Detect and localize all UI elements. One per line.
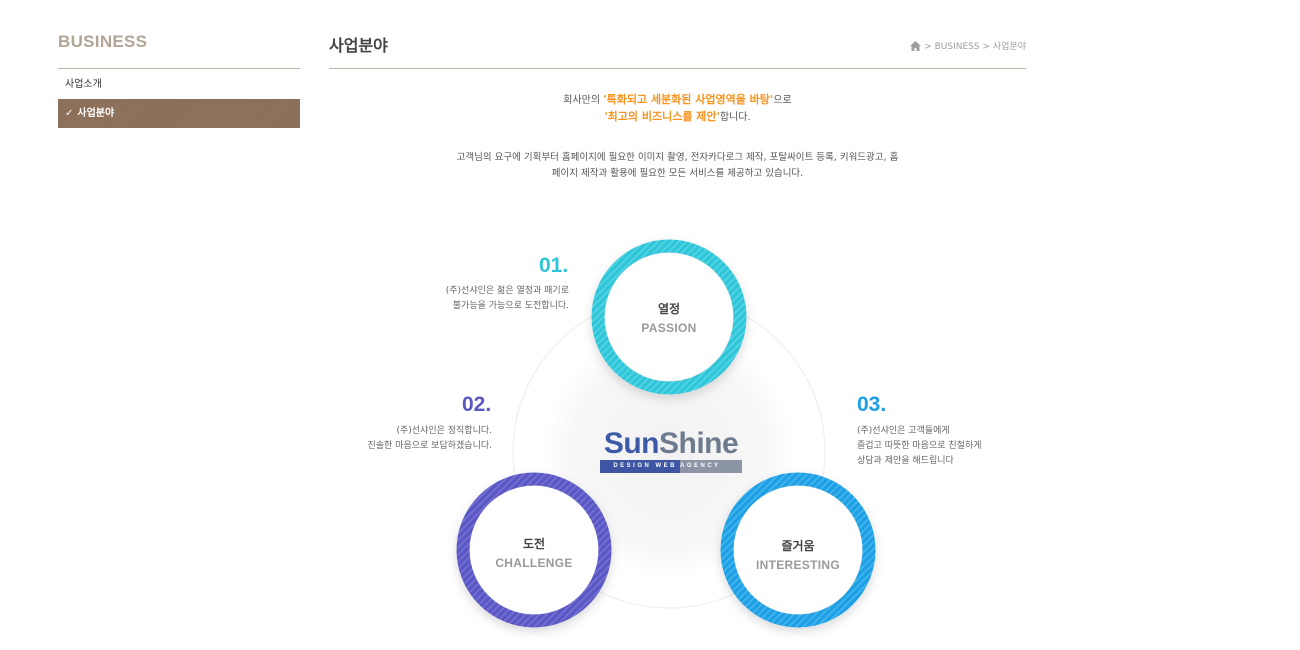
- intro-desc-line1: 고객님의 요구에 기획부터 홈페이지에 필요한 이미지 촬영, 전자카다로그 제…: [456, 152, 899, 163]
- interesting-en: INTERESTING: [756, 558, 840, 572]
- challenge-label: 도전 CHALLENGE: [474, 535, 594, 570]
- logo-tagline: DESIGN WEB AGENCY: [600, 460, 742, 473]
- challenge-ko: 도전: [522, 537, 546, 551]
- logo-sun: Sun: [603, 427, 660, 460]
- home-icon[interactable]: [910, 40, 922, 51]
- passion-desc-line1: (주)선샤인은 젊은 열정과 패기로: [445, 286, 569, 296]
- intro-desc-line2: 페이지 제작과 활용에 필요한 모든 서비스를 제공하고 있습니다.: [551, 168, 804, 179]
- ring-interesting: [720, 472, 876, 628]
- passion-desc-line2: 불가능을 가능으로 도전합니다.: [452, 301, 569, 311]
- number-01: 01.: [539, 254, 569, 277]
- interesting-desc-line2: 즐겁고 따뜻한 마음으로 친절하게: [857, 441, 982, 451]
- breadcrumb-path: > BUSINESS > 사업분야: [924, 42, 1026, 52]
- intro-prefix: 회사만의: [563, 95, 604, 106]
- breadcrumb: > BUSINESS > 사업분야: [910, 39, 1026, 52]
- number-03: 03.: [857, 393, 887, 416]
- challenge-desc-line1: (주)선샤인은 정직합니다.: [396, 426, 492, 436]
- ring-passion: [591, 239, 747, 395]
- number-02: 02.: [462, 393, 492, 416]
- interesting-label: 즐거움 INTERESTING: [738, 537, 858, 572]
- page-header: 사업분야 > BUSINESS > 사업분야: [329, 30, 1026, 69]
- check-icon: ✓: [65, 108, 74, 119]
- sidebar-item-business-intro[interactable]: 사업소개: [58, 70, 300, 99]
- challenge-description: (주)선샤인은 정직합니다. 진솔한 마음으로 보답하겠습니다.: [367, 424, 492, 454]
- sunshine-logo: SunShine DESIGN WEB AGENCY: [600, 428, 742, 473]
- logo-tagline-right: AGENCY: [680, 460, 742, 473]
- intro-suffix: 으로: [773, 95, 792, 106]
- ring-challenge: [456, 472, 612, 628]
- interesting-ko: 즐거움: [781, 539, 815, 553]
- intro-highlight-2: '최고의 비즈니스를 제안': [604, 110, 720, 123]
- intro-description: 고객님의 요구에 기획부터 홈페이지에 필요한 이미지 촬영, 전자카다로그 제…: [329, 150, 1026, 182]
- sidebar-item-business-area[interactable]: ✓ 사업분야: [58, 99, 300, 128]
- interesting-desc-line3: 상담과 제안을 해드립니다: [857, 456, 954, 466]
- logo-tagline-left: DESIGN WEB: [600, 460, 680, 473]
- intro-headline: 회사만의 '특화되고 세분화된 사업영역을 바탕'으로 '최고의 비즈니스를 제…: [329, 92, 1026, 126]
- logo-shine: Shine: [658, 427, 739, 460]
- passion-ko: 열정: [657, 302, 681, 316]
- intro-suffix-2: 합니다.: [719, 112, 751, 123]
- sidebar-item-label: 사업소개: [65, 79, 102, 90]
- page-title: 사업분야: [329, 36, 388, 55]
- passion-description: (주)선샤인은 젊은 열정과 패기로 불가능을 가능으로 도전합니다.: [446, 284, 569, 314]
- sidebar-item-label: 사업분야: [77, 108, 115, 119]
- sidebar-title: BUSINESS: [58, 30, 300, 69]
- challenge-en: CHALLENGE: [495, 556, 573, 570]
- passion-en: PASSION: [641, 321, 697, 335]
- sidebar: BUSINESS 사업소개 ✓ 사업분야: [58, 30, 300, 128]
- intro-highlight-1: '특화되고 세분화된 사업영역을 바탕': [603, 93, 774, 106]
- challenge-desc-line2: 진솔한 마음으로 보답하겠습니다.: [367, 441, 492, 451]
- logo-wordmark: SunShine: [600, 428, 742, 460]
- interesting-description: (주)선샤인은 고객들에게 즐겁고 따뜻한 마음으로 친절하게 상담과 제안을 …: [857, 424, 982, 469]
- interesting-desc-line1: (주)선샤인은 고객들에게: [857, 426, 950, 436]
- passion-label: 열정 PASSION: [609, 300, 729, 335]
